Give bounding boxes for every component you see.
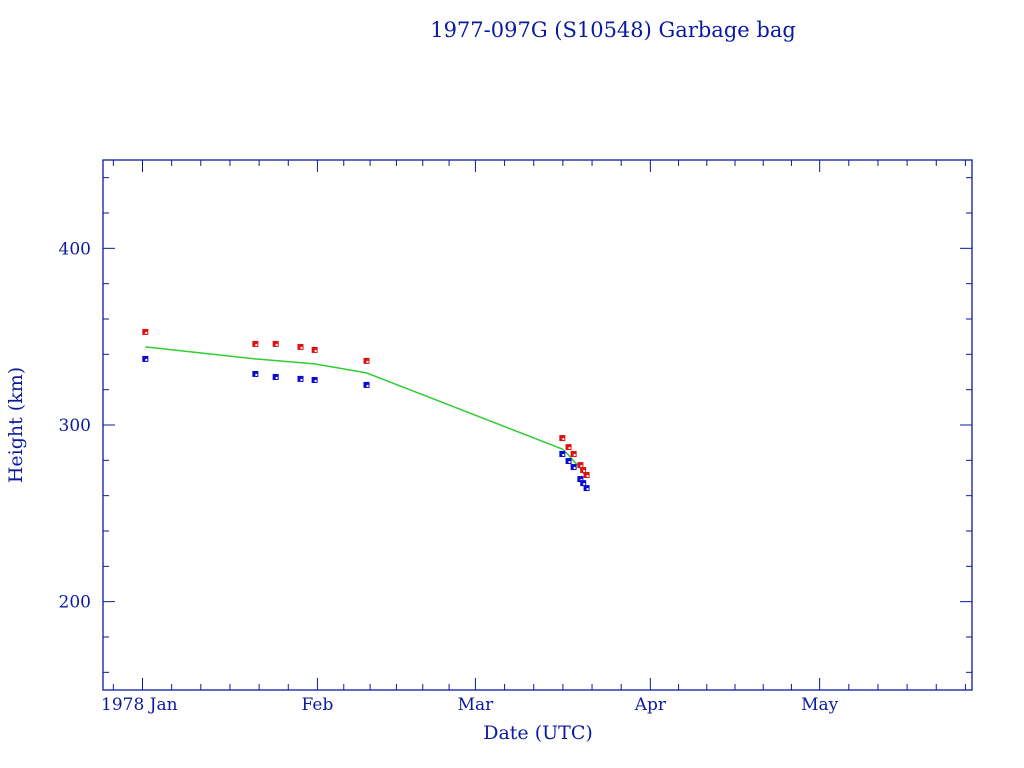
axes bbox=[102, 159, 973, 691]
data-point-marker-glint bbox=[314, 349, 317, 352]
data-point-marker-glint bbox=[568, 447, 571, 450]
data-point-marker-glint bbox=[275, 343, 278, 346]
x-axis-label: Date (UTC) bbox=[483, 722, 593, 744]
data-point-marker-glint bbox=[366, 360, 369, 363]
data-point-marker-glint bbox=[573, 467, 576, 470]
data-point-marker-glint bbox=[573, 453, 576, 456]
data-point-marker-glint bbox=[275, 376, 278, 379]
x-tick-label: May bbox=[801, 695, 839, 715]
series-line-mean-height bbox=[145, 346, 588, 479]
data-point-marker-glint bbox=[586, 488, 589, 491]
x-tick-label: Mar bbox=[458, 695, 495, 715]
data-point-marker-glint bbox=[562, 453, 565, 456]
y-tick-label: 400 bbox=[59, 239, 91, 259]
data-point-marker-glint bbox=[583, 483, 586, 486]
ticks bbox=[103, 160, 972, 690]
plot-frame bbox=[102, 159, 973, 691]
data-point-marker-glint bbox=[314, 379, 317, 382]
x-tick-label: Apr bbox=[634, 695, 667, 715]
data-point-marker-glint bbox=[562, 438, 565, 441]
data-point-marker-glint bbox=[300, 378, 303, 381]
data-point-marker-glint bbox=[145, 358, 148, 361]
data-point-marker-glint bbox=[145, 331, 148, 334]
data-point-marker-glint bbox=[568, 461, 571, 464]
data-point-marker-glint bbox=[580, 479, 583, 482]
data-point-marker-glint bbox=[255, 343, 258, 346]
data-point-marker-glint bbox=[586, 474, 589, 477]
data-point-marker-glint bbox=[583, 470, 586, 473]
y-tick-label: 200 bbox=[59, 593, 91, 613]
data-point-marker-glint bbox=[255, 373, 258, 376]
x-tick-label: Feb bbox=[302, 695, 334, 715]
chart-title: 1977-097G (S10548) Garbage bag bbox=[430, 18, 796, 42]
data-point-marker-glint bbox=[366, 384, 369, 387]
series-layer bbox=[142, 328, 590, 492]
y-tick-label: 300 bbox=[59, 416, 91, 436]
tick-labels: 200 300 400 1978 Jan Feb Mar Apr May bbox=[59, 239, 839, 715]
x-tick-label: 1978 Jan bbox=[101, 695, 178, 715]
data-point-marker-glint bbox=[300, 346, 303, 349]
y-axis-label: Height (km) bbox=[5, 367, 27, 483]
data-point-marker-glint bbox=[580, 465, 583, 468]
